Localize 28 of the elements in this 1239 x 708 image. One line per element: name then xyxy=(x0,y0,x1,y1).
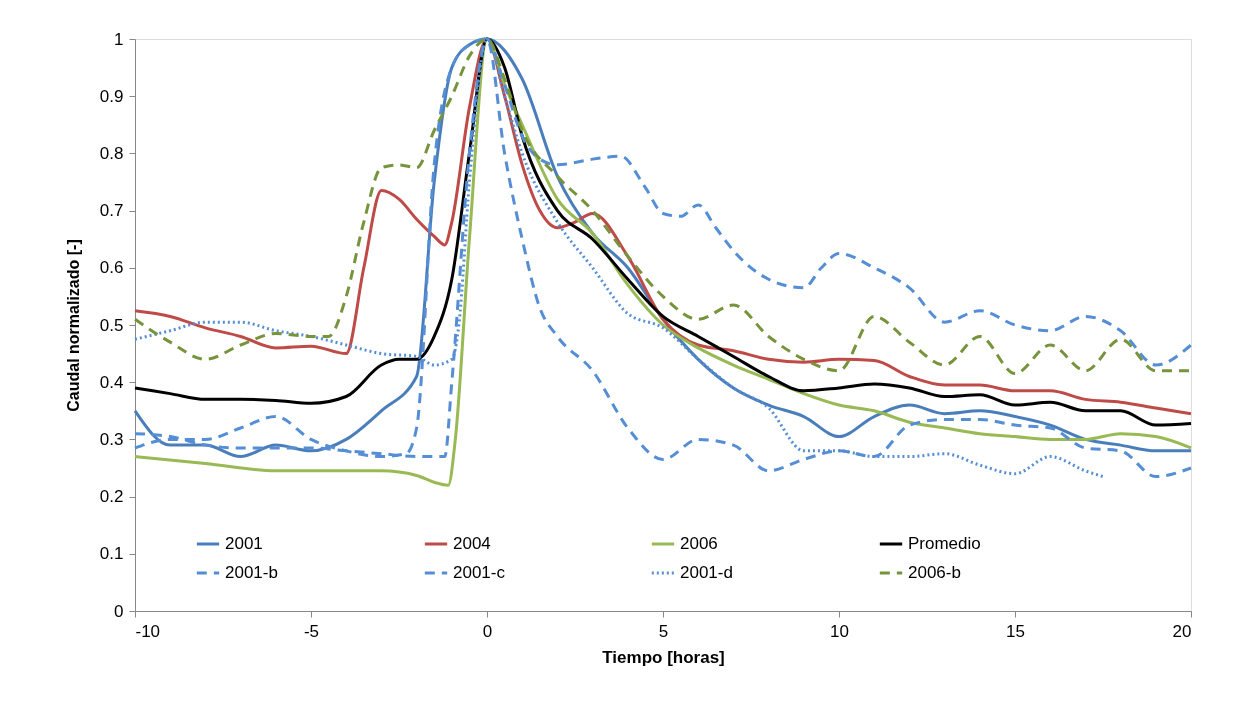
x-tick-label: 20 xyxy=(1172,621,1192,641)
legend-label: Promedio xyxy=(908,534,981,553)
x-tick-label: -5 xyxy=(303,621,320,641)
y-tick-label: 0.6 xyxy=(99,258,124,278)
x-tick-label: -10 xyxy=(135,621,161,641)
y-tick-label: 0.5 xyxy=(99,315,124,335)
x-tick-label: 0 xyxy=(482,621,493,641)
x-tick-label: 5 xyxy=(658,621,669,641)
legend-label: 2006 xyxy=(680,534,718,553)
legend-label: 2006-b xyxy=(908,563,961,582)
x-axis-title: Tiempo [horas] xyxy=(602,647,725,667)
x-tick-label: 10 xyxy=(830,621,849,641)
y-tick-label: 0.2 xyxy=(99,487,124,507)
y-tick-label: 0.9 xyxy=(99,86,124,106)
legend-label: 2001 xyxy=(225,534,263,553)
y-axis-title: Caudal normalizado [-] xyxy=(64,239,82,412)
y-tick-label: 0.8 xyxy=(99,143,124,163)
y-tick-label: 0.4 xyxy=(99,372,124,392)
legend-label: 2001-b xyxy=(225,563,278,582)
y-tick-label: 0 xyxy=(114,601,124,621)
y-tick-label: 1 xyxy=(114,29,124,49)
y-tick-label: 0.1 xyxy=(99,544,124,564)
legend-label: 2001-d xyxy=(680,563,733,582)
legend-label: 2004 xyxy=(453,534,491,553)
y-tick-label: 0.7 xyxy=(99,201,124,221)
y-tick-label: 0.3 xyxy=(99,429,124,449)
x-tick-label: 15 xyxy=(1006,621,1025,641)
legend-label: 2001-c xyxy=(453,563,506,582)
